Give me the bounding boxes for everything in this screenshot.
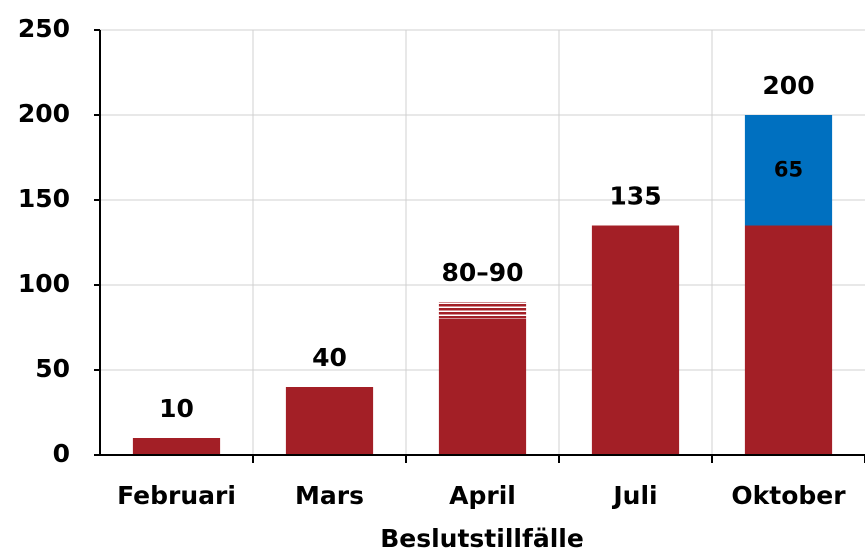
x-tick-label: Mars bbox=[295, 481, 364, 510]
value-label: 65 bbox=[774, 157, 803, 181]
bar-segment bbox=[285, 387, 374, 455]
total-label: 40 bbox=[312, 343, 347, 372]
total-label: 80–90 bbox=[441, 258, 523, 287]
bar-segment bbox=[132, 438, 221, 455]
bar-segment bbox=[591, 225, 680, 455]
y-tick-label: 200 bbox=[18, 99, 70, 128]
total-label: 200 bbox=[762, 71, 814, 100]
total-label: 10 bbox=[159, 394, 194, 423]
y-tick-label: 250 bbox=[18, 14, 70, 43]
y-tick-label: 0 bbox=[53, 439, 70, 468]
x-tick-label: Juli bbox=[611, 481, 657, 510]
bar-segment bbox=[744, 115, 833, 226]
bar-segment bbox=[438, 319, 527, 455]
x-tick-label: Februari bbox=[117, 481, 236, 510]
bar-segment bbox=[438, 302, 527, 319]
total-label: 135 bbox=[609, 182, 661, 211]
x-tick-label: April bbox=[449, 481, 516, 510]
y-tick-label: 50 bbox=[35, 354, 70, 383]
x-axis-title: Beslutstillfälle bbox=[380, 524, 584, 553]
y-tick-label: 100 bbox=[18, 269, 70, 298]
x-tick-label: Oktober bbox=[731, 481, 846, 510]
bar-segment bbox=[744, 225, 833, 455]
y-tick-label: 150 bbox=[18, 184, 70, 213]
